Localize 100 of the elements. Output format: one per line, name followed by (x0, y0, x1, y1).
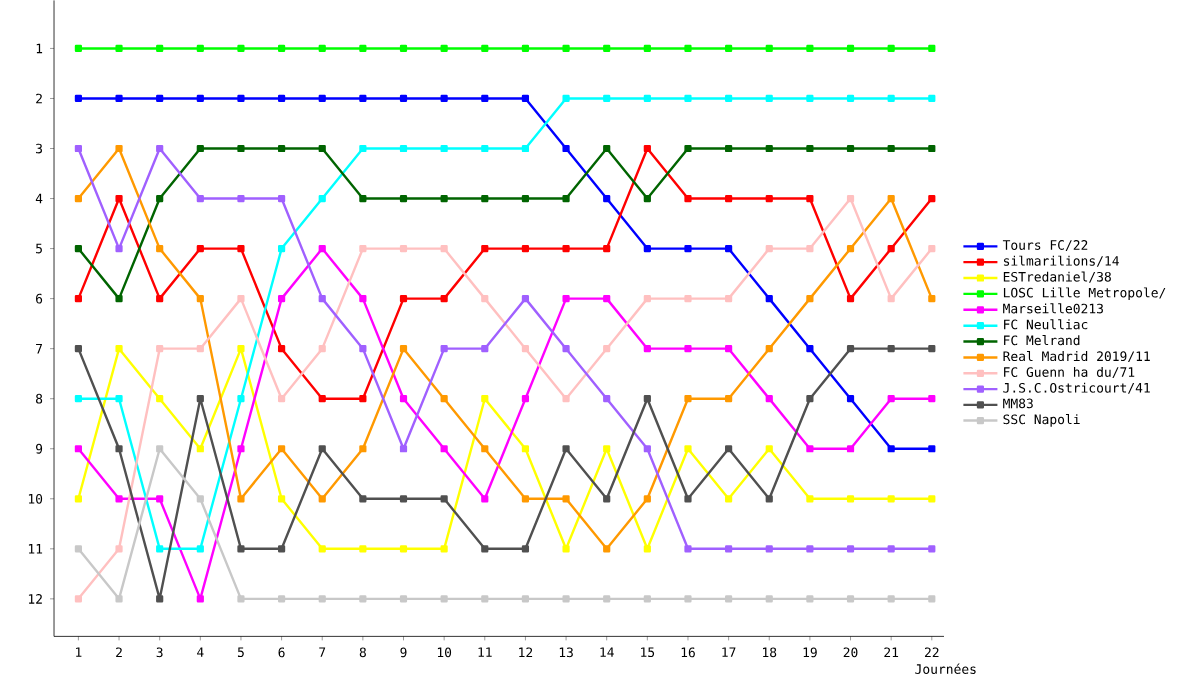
point (399, 44, 408, 52)
point (521, 494, 530, 503)
point (643, 144, 651, 152)
point (115, 44, 123, 52)
point (277, 94, 286, 102)
point (725, 194, 733, 202)
point (318, 444, 326, 453)
point (115, 94, 123, 102)
point (846, 244, 855, 252)
point (887, 344, 895, 353)
point (562, 545, 570, 553)
point (765, 144, 773, 152)
point (887, 494, 895, 503)
point (156, 194, 164, 202)
point (359, 144, 367, 152)
point (481, 545, 489, 553)
point (928, 444, 936, 453)
point (318, 294, 326, 303)
point (725, 394, 733, 403)
point (481, 244, 489, 252)
point (643, 494, 651, 503)
point (887, 444, 895, 453)
point (399, 545, 408, 553)
point (643, 94, 651, 102)
point (765, 94, 773, 102)
point (846, 294, 855, 303)
point (725, 545, 733, 553)
point (887, 595, 895, 603)
point (928, 595, 936, 603)
point (603, 244, 611, 252)
point (399, 194, 408, 202)
point (765, 294, 773, 303)
point (359, 194, 367, 202)
point (196, 244, 204, 252)
point (277, 244, 286, 252)
point (846, 194, 855, 202)
point (156, 44, 164, 52)
point (277, 444, 286, 453)
point (928, 545, 936, 553)
point (643, 545, 651, 553)
point (846, 394, 855, 403)
point (603, 494, 611, 503)
point (359, 394, 367, 403)
point (237, 595, 245, 603)
point (562, 444, 570, 453)
point (115, 494, 123, 503)
point (725, 595, 733, 603)
point (359, 44, 367, 52)
point (440, 444, 448, 453)
point (521, 294, 530, 303)
point (196, 444, 204, 453)
point (928, 194, 936, 202)
point (643, 595, 651, 603)
point (440, 44, 448, 52)
point (887, 394, 895, 403)
point (277, 144, 286, 152)
point (928, 344, 936, 353)
point (887, 94, 895, 102)
point (562, 595, 570, 603)
point (440, 194, 448, 202)
point (399, 595, 408, 603)
point (806, 545, 814, 553)
point (318, 494, 326, 503)
point (562, 394, 570, 403)
point (562, 494, 570, 503)
point (603, 444, 611, 453)
point (156, 144, 164, 152)
point (237, 545, 245, 553)
point (887, 144, 895, 152)
point (684, 194, 692, 202)
point (74, 444, 82, 453)
point (196, 595, 204, 603)
point (562, 144, 570, 152)
point (846, 444, 855, 453)
point (196, 94, 204, 102)
point (806, 344, 814, 353)
point (887, 244, 895, 252)
point (156, 444, 164, 453)
point (887, 194, 895, 202)
point (806, 44, 814, 52)
point (684, 44, 692, 52)
point (359, 244, 367, 252)
point (318, 144, 326, 152)
point (846, 545, 855, 553)
point (725, 294, 733, 303)
point (440, 94, 448, 102)
point (156, 545, 164, 553)
point (237, 344, 245, 353)
point (806, 144, 814, 152)
point (846, 494, 855, 503)
point (277, 545, 286, 553)
point (74, 595, 82, 603)
point (684, 494, 692, 503)
point (725, 244, 733, 252)
point (684, 244, 692, 252)
point (156, 244, 164, 252)
point (74, 294, 82, 303)
point (440, 494, 448, 503)
point (765, 244, 773, 252)
point (806, 494, 814, 503)
